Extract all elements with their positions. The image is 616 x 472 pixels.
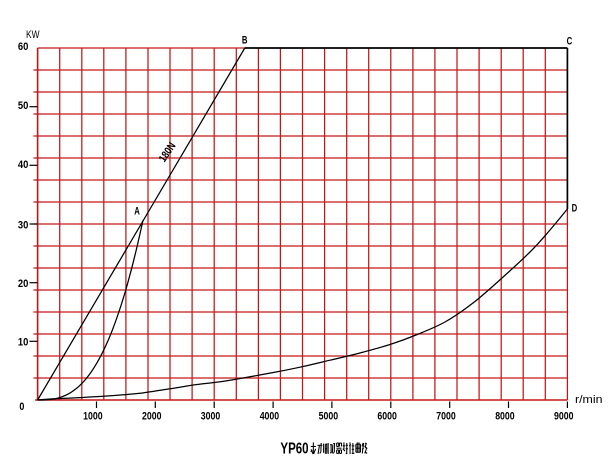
svg-text:8000: 8000 bbox=[495, 410, 515, 422]
svg-text:1000: 1000 bbox=[83, 410, 103, 422]
svg-text:KW: KW bbox=[26, 29, 40, 41]
svg-text:3000: 3000 bbox=[201, 410, 221, 422]
svg-text:r/min: r/min bbox=[575, 394, 603, 406]
svg-text:60: 60 bbox=[18, 41, 29, 53]
svg-text:6000: 6000 bbox=[377, 410, 397, 422]
svg-text:9000: 9000 bbox=[554, 410, 574, 422]
svg-text:2000: 2000 bbox=[142, 410, 162, 422]
svg-text:4000: 4000 bbox=[260, 410, 280, 422]
svg-text:50: 50 bbox=[18, 100, 29, 112]
svg-text:30: 30 bbox=[18, 220, 29, 232]
svg-text:A: A bbox=[134, 205, 140, 217]
svg-text:YP60: YP60 bbox=[280, 440, 308, 457]
svg-text:D: D bbox=[572, 203, 578, 215]
svg-text:5000: 5000 bbox=[319, 410, 339, 422]
svg-text:20: 20 bbox=[18, 278, 29, 290]
svg-text:0: 0 bbox=[19, 401, 24, 413]
svg-text:7000: 7000 bbox=[436, 410, 456, 422]
svg-text:10: 10 bbox=[18, 337, 29, 349]
svg-text:B: B bbox=[242, 35, 248, 47]
svg-text:40: 40 bbox=[18, 159, 29, 171]
svg-text:C: C bbox=[567, 36, 573, 48]
